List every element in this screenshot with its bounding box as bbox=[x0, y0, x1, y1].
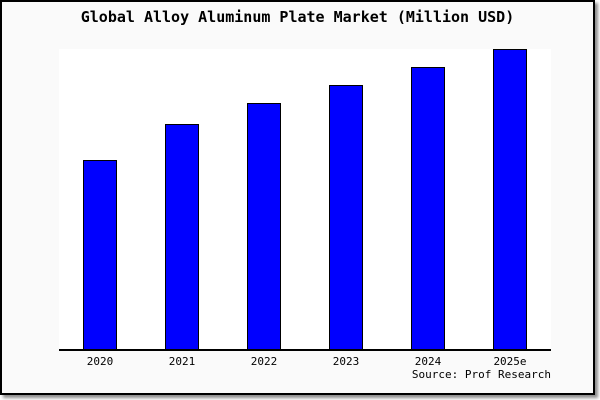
bar-slot-2021 bbox=[141, 49, 223, 349]
bar-slot-2020 bbox=[59, 49, 141, 349]
chart-title: Global Alloy Aluminum Plate Market (Mill… bbox=[80, 8, 515, 26]
bar-slot-2022 bbox=[223, 49, 305, 349]
x-tick-label-2023: 2023 bbox=[332, 355, 360, 368]
bar-slot-2023 bbox=[305, 49, 387, 349]
x-tick-label-2025e: 2025e bbox=[493, 355, 527, 368]
x-tick-label-2020: 2020 bbox=[86, 355, 114, 368]
plot-area bbox=[59, 49, 551, 351]
bar-2023 bbox=[329, 85, 363, 349]
bar-2020 bbox=[83, 160, 117, 349]
bar-2025e bbox=[493, 49, 527, 349]
source-credit: Source: Prof Research bbox=[411, 368, 551, 381]
bar-slot-2025e bbox=[469, 49, 551, 349]
x-axis-labels: 2020 2021 2022 2023 2024 2025e bbox=[59, 355, 551, 368]
bar-2024 bbox=[411, 67, 445, 349]
bar-slot-2024 bbox=[387, 49, 469, 349]
bar-2022 bbox=[247, 103, 281, 349]
bar-2021 bbox=[165, 124, 199, 349]
x-tick-label-2022: 2022 bbox=[250, 355, 278, 368]
chart-canvas: Global Alloy Aluminum Plate Market (Mill… bbox=[0, 0, 595, 395]
x-tick-label-2024: 2024 bbox=[414, 355, 442, 368]
x-tick-label-2021: 2021 bbox=[168, 355, 196, 368]
